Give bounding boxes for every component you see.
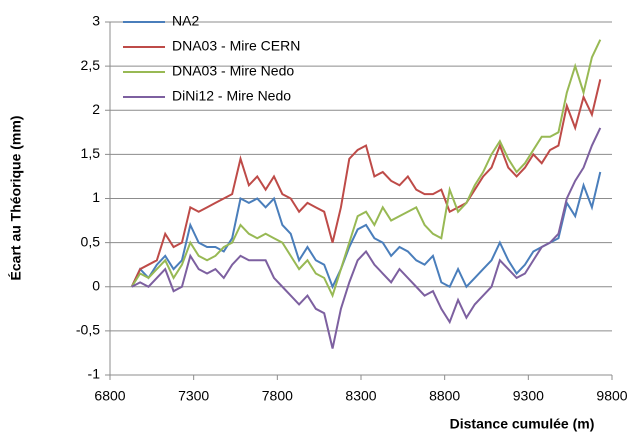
legend-label: NA2 [172,13,199,29]
series-line [130,79,602,288]
legend-label: DNA03 - Mire Nedo [172,63,294,79]
y-tick-label: 3 [92,13,100,29]
y-tick-label: 2,5 [81,57,101,73]
legend-label: DiNi12 - Mire Nedo [172,88,291,104]
x-tick-label: 9300 [513,388,544,404]
x-tick-label: 7800 [262,388,293,404]
x-tick-label: 9800 [596,388,627,404]
y-tick-label: 2 [92,101,100,117]
y-tick-label: 0 [92,277,100,293]
series-line [130,39,602,299]
series-line [130,171,602,290]
y-tick-label: 1,5 [81,145,101,161]
x-tick-label: 6800 [94,388,125,404]
x-tick-label: 7300 [178,388,209,404]
x-tick-label: 8300 [345,388,376,404]
x-axis-title: Distance cumulée (m) [450,416,595,432]
legend-label: DNA03 - Mire CERN [172,38,300,54]
y-tick-label: 1 [92,189,100,205]
y-tick-label: 0,5 [81,233,101,249]
y-tick-label: -1 [88,366,101,382]
y-axis-title: Écart au Théorique (mm) [8,116,24,281]
series-line [131,127,602,349]
y-tick-label: -0,5 [76,322,100,338]
x-tick-label: 8800 [429,388,460,404]
